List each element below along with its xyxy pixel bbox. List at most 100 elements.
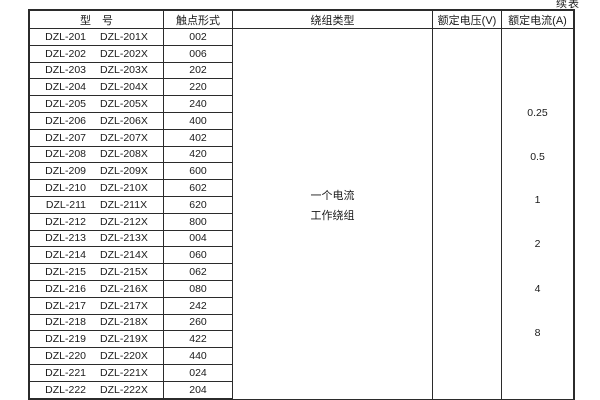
model-cell: DZL-221 DZL-221X (30, 364, 164, 382)
rated-current-value: 2 (534, 238, 541, 251)
header-contact-form: 触点形式 (164, 11, 233, 29)
model-cell: DZL-212 DZL-212X (30, 213, 164, 231)
model-number: DZL-203 (45, 64, 86, 77)
model-number: DZL-222 (45, 383, 86, 396)
model-cell: DZL-222 DZL-222X (30, 381, 164, 399)
contact-form-cell: 400 (164, 112, 233, 130)
model-number: DZL-212 (45, 215, 86, 228)
contact-form-cell: 620 (164, 196, 233, 214)
contact-form-cell: 062 (164, 264, 233, 281)
header-model: 型 号 (30, 11, 164, 29)
contact-form-cell: 440 (164, 348, 233, 365)
model-number: DZL-205 (45, 98, 86, 111)
model-cell: DZL-217 DZL-217X (30, 297, 164, 315)
model-number: DZL-202 (45, 47, 86, 60)
model-number: DZL-207 (45, 131, 86, 144)
contact-form-cell: 024 (164, 364, 233, 382)
contact-form-cell: 202 (164, 62, 233, 80)
model-cell: DZL-216 DZL-216X (30, 280, 164, 298)
rated-current-value: 4 (534, 283, 541, 296)
model-number-x: DZL-221X (100, 366, 148, 379)
model-number-x: DZL-208X (100, 148, 148, 161)
contact-form-cell: 402 (164, 129, 233, 147)
contact-form-cell: 420 (164, 146, 233, 164)
model-number-x: DZL-212X (100, 215, 148, 228)
contact-form-cell: 242 (164, 297, 233, 315)
model-cell: DZL-213 DZL-213X (30, 230, 164, 248)
model-number-x: DZL-206X (100, 114, 148, 127)
model-cell: DZL-211 DZL-211X (30, 196, 164, 214)
model-number: DZL-215 (45, 266, 86, 279)
model-number-x: DZL-214X (100, 249, 148, 262)
rated-current-value: 0.5 (530, 150, 545, 163)
model-number-x: DZL-216X (100, 282, 148, 295)
model-number: DZL-204 (45, 81, 86, 94)
continued-table-label: 续表 (556, 0, 580, 10)
model-cell: DZL-201 DZL-201X (30, 29, 164, 46)
model-number-x: DZL-207X (100, 131, 148, 144)
model-number: DZL-219 (45, 333, 86, 346)
model-number: DZL-206 (45, 114, 86, 127)
rated-current-value: 8 (534, 327, 541, 340)
contact-form-cell: 240 (164, 96, 233, 113)
model-number: DZL-218 (45, 316, 86, 329)
model-cell: DZL-202 DZL-202X (30, 45, 164, 63)
contact-form-cell: 602 (164, 180, 233, 197)
header-winding-type: 绕组类型 (233, 11, 433, 29)
rated-voltage-cell (433, 29, 502, 399)
model-number: DZL-201 (45, 30, 86, 43)
contact-form-cell: 600 (164, 163, 233, 181)
rated-current-cell: 0.25 0.5 1 2 4 8 (502, 29, 573, 399)
model-number-x: DZL-209X (100, 165, 148, 178)
contact-form-cell: 006 (164, 45, 233, 63)
model-cell: DZL-220 DZL-220X (30, 348, 164, 365)
model-number-x: DZL-202X (100, 47, 148, 60)
model-cell: DZL-210 DZL-210X (30, 180, 164, 197)
model-cell: DZL-208 DZL-208X (30, 146, 164, 164)
model-cell: DZL-218 DZL-218X (30, 314, 164, 332)
model-number: DZL-220 (45, 350, 86, 363)
model-number-x: DZL-204X (100, 81, 148, 94)
contact-form-cell: 260 (164, 314, 233, 332)
model-number-x: DZL-222X (100, 383, 148, 396)
rated-current-value: 1 (534, 194, 541, 207)
model-number: DZL-208 (45, 148, 86, 161)
model-number: DZL-210 (45, 182, 86, 195)
model-cell: DZL-205 DZL-205X (30, 96, 164, 113)
model-number-x: DZL-203X (100, 64, 148, 77)
header-rated-voltage: 额定电压(V) (433, 11, 502, 29)
model-cell: DZL-209 DZL-209X (30, 163, 164, 181)
model-number-x: DZL-219X (100, 333, 148, 346)
model-cell: DZL-207 DZL-207X (30, 129, 164, 147)
model-number-x: DZL-205X (100, 98, 148, 111)
model-number: DZL-217 (45, 299, 86, 312)
model-number-x: DZL-201X (100, 30, 148, 43)
model-number: DZL-209 (45, 165, 86, 178)
contact-form-cell: 422 (164, 331, 233, 349)
model-number-x: DZL-217X (100, 299, 148, 312)
contact-form-cell: 060 (164, 247, 233, 265)
contact-form-cell: 204 (164, 381, 233, 399)
model-cell: DZL-203 DZL-203X (30, 62, 164, 80)
contact-form-cell: 800 (164, 213, 233, 231)
contact-form-cell: 220 (164, 79, 233, 97)
model-cell: DZL-214 DZL-214X (30, 247, 164, 265)
header-rated-current: 额定电流(A) (502, 11, 573, 29)
winding-type-line: 一个电流 (310, 190, 355, 202)
model-number: DZL-221 (45, 366, 86, 379)
winding-type-text: 一个电流 工作绕组 (233, 186, 432, 226)
model-number-x: DZL-211X (100, 198, 148, 211)
model-number-x: DZL-218X (100, 316, 148, 329)
model-number: DZL-211 (45, 198, 86, 211)
model-number-x: DZL-213X (100, 232, 148, 245)
contact-form-cell: 002 (164, 29, 233, 46)
rated-current-value: 0.25 (527, 107, 548, 119)
model-number-x: DZL-215X (100, 266, 148, 279)
model-cell: DZL-219 DZL-219X (30, 331, 164, 349)
contact-form-cell: 080 (164, 280, 233, 298)
model-number-x: DZL-210X (100, 182, 148, 195)
model-number: DZL-213 (45, 232, 86, 245)
model-number: DZL-214 (45, 249, 86, 262)
model-number-x: DZL-220X (100, 350, 148, 363)
